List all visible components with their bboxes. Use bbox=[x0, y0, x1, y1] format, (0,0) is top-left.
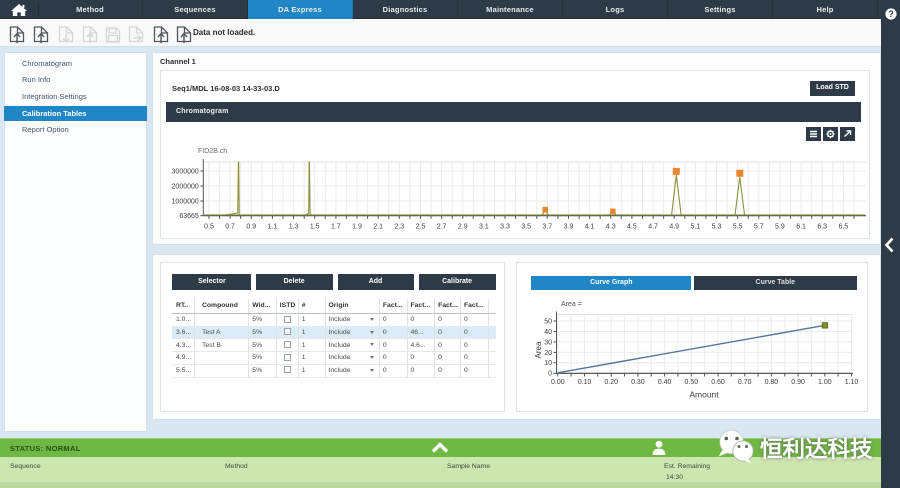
svg-text:0.90: 0.90 bbox=[791, 379, 805, 386]
svg-text:1.7: 1.7 bbox=[331, 224, 341, 231]
svg-text:2.5: 2.5 bbox=[416, 224, 426, 231]
svg-text:3.7: 3.7 bbox=[542, 224, 552, 231]
svg-text:0.80: 0.80 bbox=[765, 379, 779, 386]
svg-text:Area: Area bbox=[534, 341, 543, 358]
svg-text:?: ? bbox=[888, 9, 894, 19]
svg-text:2000000: 2000000 bbox=[172, 183, 199, 190]
svg-text:3.9: 3.9 bbox=[564, 224, 574, 231]
svg-text:0.9: 0.9 bbox=[246, 224, 256, 231]
svg-text:10: 10 bbox=[544, 360, 552, 367]
svg-text:50: 50 bbox=[544, 318, 552, 325]
svg-text:0.10: 0.10 bbox=[578, 379, 592, 386]
svg-text:3000000: 3000000 bbox=[172, 168, 199, 175]
svg-text:1.3: 1.3 bbox=[289, 224, 299, 231]
svg-text:0: 0 bbox=[548, 371, 552, 378]
svg-text:5.9: 5.9 bbox=[775, 224, 785, 231]
svg-text:1.00: 1.00 bbox=[818, 379, 832, 386]
svg-text:6.5: 6.5 bbox=[839, 224, 849, 231]
svg-text:5.3: 5.3 bbox=[712, 224, 722, 231]
svg-text:0.20: 0.20 bbox=[604, 379, 618, 386]
svg-text:4.9: 4.9 bbox=[669, 224, 679, 231]
svg-text:4.7: 4.7 bbox=[648, 224, 658, 231]
svg-text:Amount: Amount bbox=[689, 390, 719, 400]
svg-text:0.7: 0.7 bbox=[225, 224, 235, 231]
svg-text:30: 30 bbox=[544, 339, 552, 346]
svg-text:1.9: 1.9 bbox=[352, 224, 362, 231]
svg-text:2.9: 2.9 bbox=[458, 224, 468, 231]
svg-text:2.1: 2.1 bbox=[373, 224, 383, 231]
svg-text:0.30: 0.30 bbox=[631, 379, 645, 386]
svg-text:Area =: Area = bbox=[561, 301, 582, 308]
svg-text:1.1: 1.1 bbox=[268, 224, 278, 231]
svg-text:1.5: 1.5 bbox=[310, 224, 320, 231]
svg-text:5.1: 5.1 bbox=[691, 224, 701, 231]
svg-text:4.1: 4.1 bbox=[585, 224, 595, 231]
svg-text:6.1: 6.1 bbox=[796, 224, 806, 231]
svg-text:4.5: 4.5 bbox=[627, 224, 637, 231]
svg-text:6.3: 6.3 bbox=[817, 224, 827, 231]
svg-text:0.00: 0.00 bbox=[551, 379, 565, 386]
svg-text:2.3: 2.3 bbox=[394, 224, 404, 231]
svg-text:63665: 63665 bbox=[179, 213, 199, 220]
svg-text:2.7: 2.7 bbox=[437, 224, 447, 231]
svg-text:3.3: 3.3 bbox=[500, 224, 510, 231]
svg-text:0.40: 0.40 bbox=[658, 379, 672, 386]
svg-text:0.70: 0.70 bbox=[738, 379, 752, 386]
svg-text:1000000: 1000000 bbox=[172, 198, 199, 205]
svg-text:40: 40 bbox=[544, 329, 552, 336]
svg-text:0.50: 0.50 bbox=[684, 379, 698, 386]
svg-text:0.60: 0.60 bbox=[711, 379, 725, 386]
svg-text:3.1: 3.1 bbox=[479, 224, 489, 231]
svg-text:5.7: 5.7 bbox=[754, 224, 764, 231]
svg-text:3.5: 3.5 bbox=[521, 224, 531, 231]
svg-text:4.3: 4.3 bbox=[606, 224, 616, 231]
svg-text:0.5: 0.5 bbox=[204, 224, 214, 231]
svg-text:5.5: 5.5 bbox=[733, 224, 743, 231]
svg-text:20: 20 bbox=[544, 350, 552, 357]
svg-text:1.10: 1.10 bbox=[845, 379, 859, 386]
